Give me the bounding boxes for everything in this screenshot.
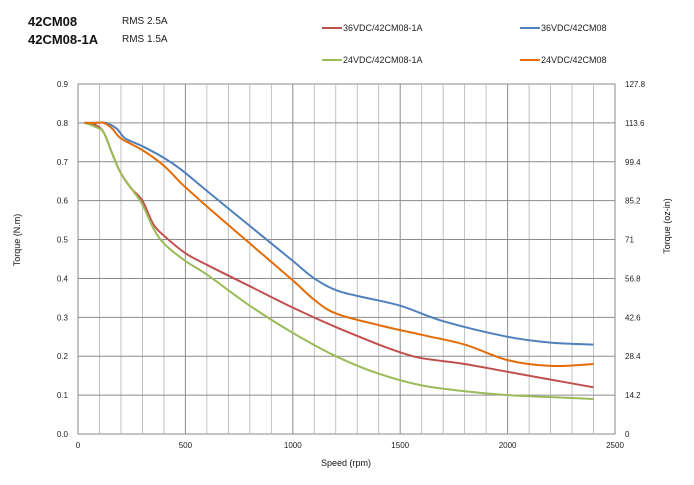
y-axis-label: Torque (N.m) xyxy=(12,214,22,267)
y2-tick-label: 42.6 xyxy=(625,313,641,322)
rms-label-secondary: RMS 1.5A xyxy=(122,34,168,45)
rms-label-primary: RMS 2.5A xyxy=(122,16,168,27)
plot-area xyxy=(77,83,616,435)
y2-tick-label: 113.6 xyxy=(625,119,645,128)
y2-tick-label: 127.8 xyxy=(625,80,646,89)
y-tick-label: 0.1 xyxy=(57,391,69,400)
x-tick-label: 2000 xyxy=(499,441,517,450)
y2-tick-label: 85.2 xyxy=(625,197,641,206)
legend-label: 24VDC/42CM08-1A xyxy=(343,55,423,65)
y2-tick-label: 14.2 xyxy=(625,391,641,400)
model-label-primary: 42CM08 xyxy=(28,14,78,29)
y-tick-label: 0.0 xyxy=(57,430,69,439)
x-axis-label: Speed (rpm) xyxy=(321,458,371,468)
legend-label: 24VDC/42CM08 xyxy=(541,55,607,65)
y-tick-label: 0.4 xyxy=(57,274,69,283)
series-line-24vdc-42cm08-1a xyxy=(84,121,594,400)
y-tick-label: 0.5 xyxy=(57,236,69,245)
y-tick-label: 0.8 xyxy=(57,119,69,128)
y-tick-label: 0.3 xyxy=(57,313,69,322)
y2-tick-label: 71 xyxy=(625,236,634,245)
y-tick-label: 0.7 xyxy=(57,158,69,167)
y2-tick-label: 56.8 xyxy=(625,274,641,283)
series-line-36vdc-42cm08 xyxy=(84,121,594,346)
y-tick-label: 0.2 xyxy=(57,352,69,361)
x-tick-label: 2500 xyxy=(606,441,624,450)
y-tick-label: 0.6 xyxy=(57,197,69,206)
chart-legend: 36VDC/42CM08-1A 36VDC/42CM08 24VDC/42CM08-… xyxy=(322,23,607,65)
legend-label: 36VDC/42CM08-1A xyxy=(343,23,423,33)
series-line-24vdc-42cm08 xyxy=(84,121,594,368)
legend-label: 36VDC/42CM08 xyxy=(541,23,607,33)
model-label-secondary: 42CM08-1A xyxy=(28,32,99,47)
x-tick-label: 500 xyxy=(179,441,193,450)
chart-axes: 0.0 0.1 0.2 0.3 0.4 0.5 0.6 0.7 0.8 0.9 0 14.2 28.4 4… xyxy=(57,80,646,450)
x-tick-label: 0 xyxy=(76,441,81,450)
x-tick-label: 1000 xyxy=(284,441,302,450)
y2-axis-label: Torque (oz-in) xyxy=(662,198,672,254)
y2-tick-label: 28.4 xyxy=(625,352,641,361)
chart-series xyxy=(84,121,594,400)
y2-tick-label: 0 xyxy=(625,430,630,439)
y-tick-label: 0.9 xyxy=(57,80,69,89)
y2-tick-label: 99.4 xyxy=(625,158,641,167)
x-tick-label: 1500 xyxy=(391,441,409,450)
chart-grid xyxy=(78,84,615,434)
plot-border xyxy=(77,83,616,435)
